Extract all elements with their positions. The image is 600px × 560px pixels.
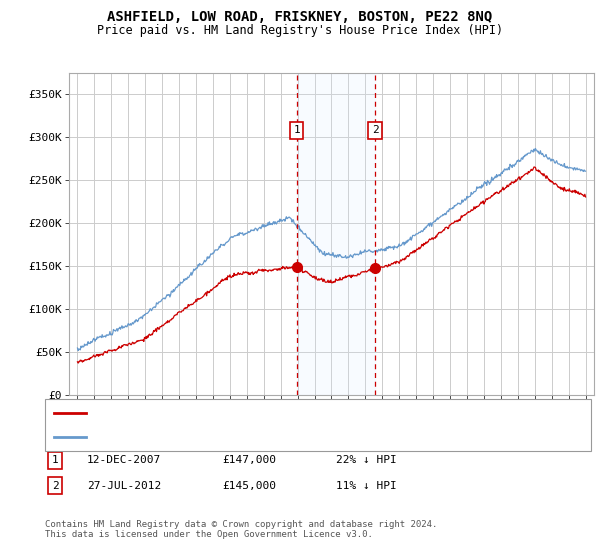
Text: 20
21: 20 21 — [512, 423, 523, 442]
Text: 20
15: 20 15 — [411, 423, 422, 442]
Text: 20
17: 20 17 — [445, 423, 455, 442]
Text: 20
02: 20 02 — [191, 423, 202, 442]
Text: 2: 2 — [371, 125, 379, 136]
Text: 20
23: 20 23 — [546, 423, 557, 442]
Text: 1: 1 — [293, 125, 300, 136]
Text: 20
19: 20 19 — [479, 423, 489, 442]
Text: 19
96: 19 96 — [89, 423, 100, 442]
Bar — [297, 73, 375, 395]
Text: 20
10: 20 10 — [326, 423, 337, 442]
Text: HPI: Average price, detached house, East Lindsey: HPI: Average price, detached house, East… — [92, 432, 380, 442]
Text: 20
04: 20 04 — [224, 423, 235, 442]
Text: 20
24: 20 24 — [563, 423, 574, 442]
Text: 1: 1 — [52, 455, 59, 465]
Text: ASHFIELD, LOW ROAD, FRISKNEY, BOSTON, PE22 8NQ (detached house): ASHFIELD, LOW ROAD, FRISKNEY, BOSTON, PE… — [92, 408, 470, 418]
Text: 22% ↓ HPI: 22% ↓ HPI — [336, 455, 397, 465]
Text: Contains HM Land Registry data © Crown copyright and database right 2024.
This d: Contains HM Land Registry data © Crown c… — [45, 520, 437, 539]
Text: 2: 2 — [52, 480, 59, 491]
Text: 20
16: 20 16 — [428, 423, 439, 442]
Text: 19
95: 19 95 — [72, 423, 83, 442]
Text: 20
06: 20 06 — [259, 423, 269, 442]
Text: 20
11: 20 11 — [343, 423, 354, 442]
Text: 20
12: 20 12 — [360, 423, 371, 442]
Text: Price paid vs. HM Land Registry's House Price Index (HPI): Price paid vs. HM Land Registry's House … — [97, 24, 503, 36]
Text: 20
09: 20 09 — [309, 423, 320, 442]
Text: 20
13: 20 13 — [377, 423, 388, 442]
Text: 20
25: 20 25 — [580, 423, 591, 442]
Text: 20
18: 20 18 — [461, 423, 472, 442]
Text: 19
98: 19 98 — [123, 423, 134, 442]
Text: 20
07: 20 07 — [275, 423, 286, 442]
Text: 20
22: 20 22 — [529, 423, 540, 442]
Text: 20
05: 20 05 — [241, 423, 252, 442]
Text: 20
01: 20 01 — [174, 423, 184, 442]
Text: 19
99: 19 99 — [140, 423, 151, 442]
Text: 12-DEC-2007: 12-DEC-2007 — [87, 455, 161, 465]
Text: 20
03: 20 03 — [208, 423, 218, 442]
Text: £147,000: £147,000 — [222, 455, 276, 465]
Text: 20
08: 20 08 — [292, 423, 303, 442]
Text: 20
00: 20 00 — [157, 423, 167, 442]
Text: ASHFIELD, LOW ROAD, FRISKNEY, BOSTON, PE22 8NQ: ASHFIELD, LOW ROAD, FRISKNEY, BOSTON, PE… — [107, 10, 493, 24]
Text: £145,000: £145,000 — [222, 480, 276, 491]
Text: 19
97: 19 97 — [106, 423, 117, 442]
Text: 20
20: 20 20 — [496, 423, 506, 442]
Text: 11% ↓ HPI: 11% ↓ HPI — [336, 480, 397, 491]
Text: 20
14: 20 14 — [394, 423, 404, 442]
Text: 27-JUL-2012: 27-JUL-2012 — [87, 480, 161, 491]
